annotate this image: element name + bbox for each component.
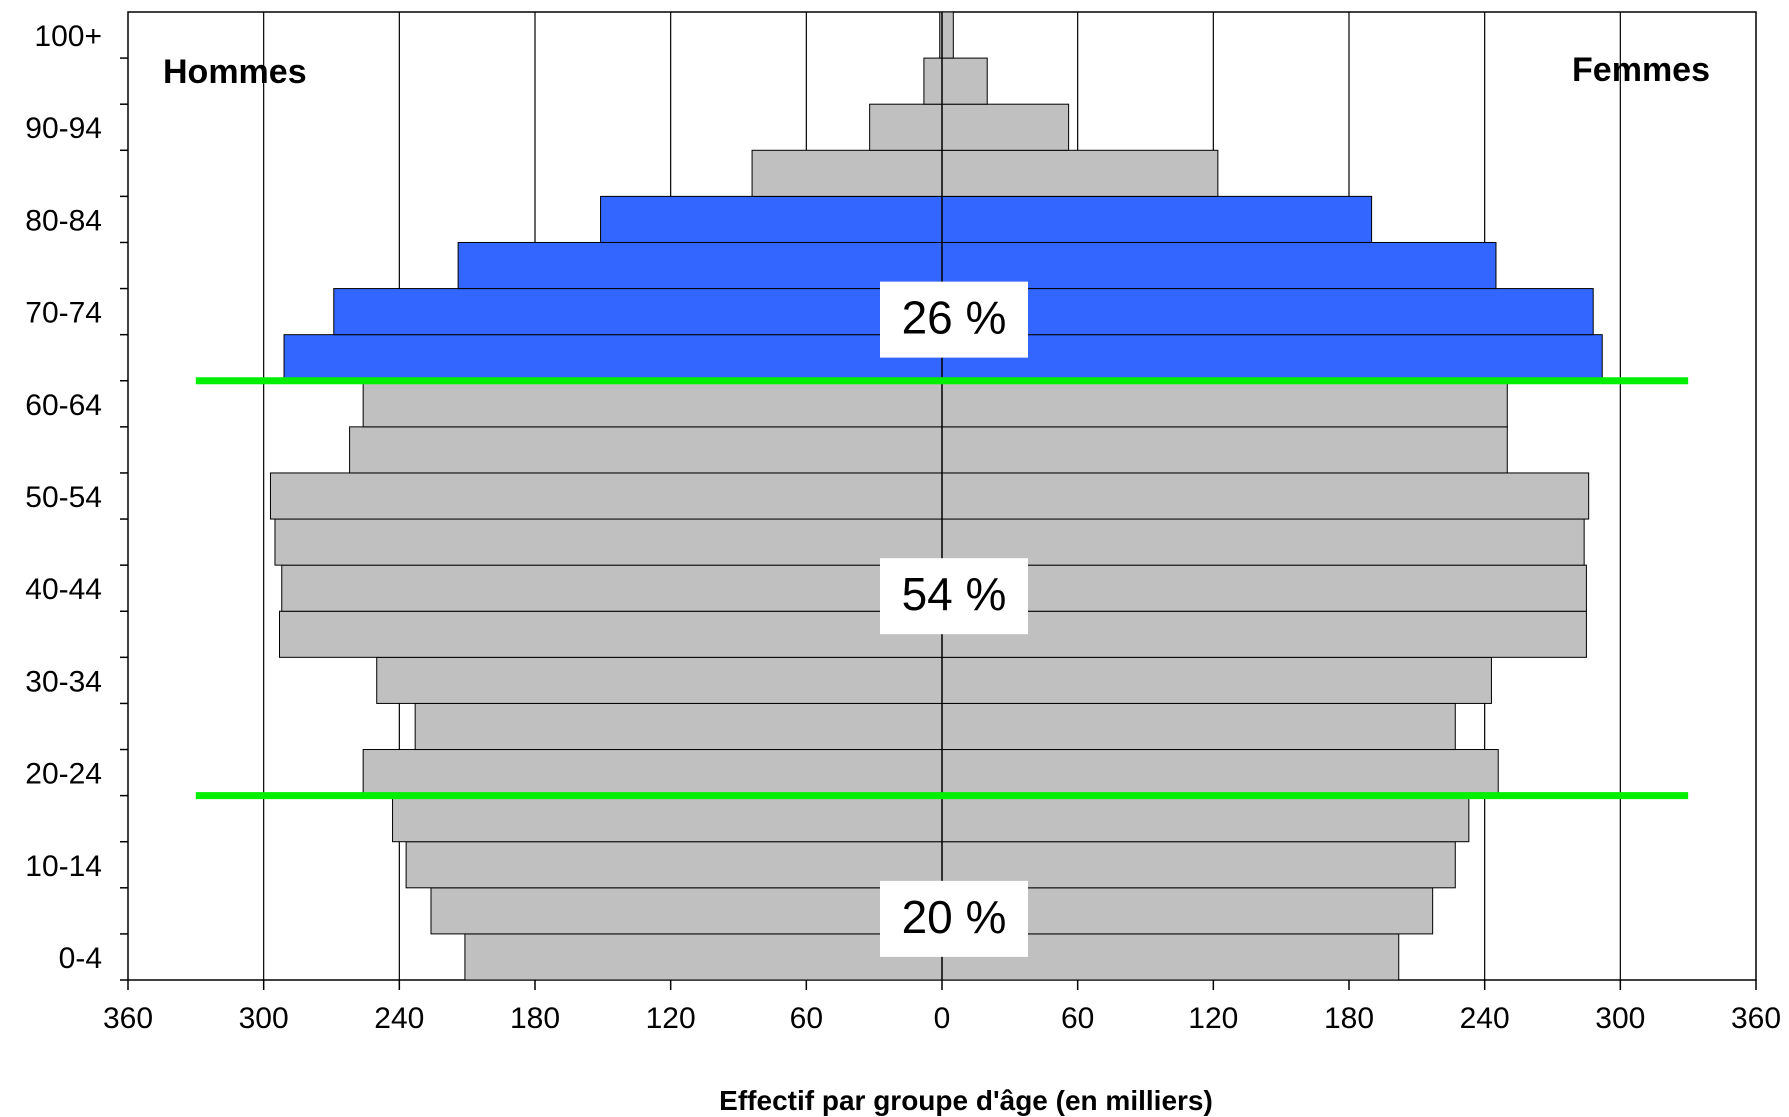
bar-femmes-70-74 xyxy=(941,288,1594,336)
bar-hommes-10-14 xyxy=(405,841,943,889)
y-tick-label-60-64: 60-64 xyxy=(25,389,102,422)
bar-hommes-25-29 xyxy=(414,702,943,751)
bar-hommes-75-79 xyxy=(457,241,943,290)
x-tick-label-10: 240 xyxy=(1460,1002,1510,1035)
y-tick-label-10-14: 10-14 xyxy=(25,850,102,883)
bar-femmes-45-49 xyxy=(941,518,1585,566)
bar-femmes-50-54 xyxy=(941,472,1590,520)
x-tick-label-9: 180 xyxy=(1324,1002,1374,1035)
annotation-label-0: 20 % xyxy=(902,891,1007,943)
bar-hommes-50-54 xyxy=(269,472,943,520)
y-tick-label-20-24: 20-24 xyxy=(25,758,102,791)
bar-femmes-75-79 xyxy=(941,241,1497,290)
bar-hommes-60-64 xyxy=(362,380,943,428)
bar-femmes-10-14 xyxy=(941,841,1456,889)
bar-hommes-70-74 xyxy=(333,288,943,336)
bar-femmes-85-89 xyxy=(941,149,1219,197)
x-tick-label-2: 240 xyxy=(374,1002,424,1035)
annotation-box-1 xyxy=(880,558,1028,635)
bar-hommes-65-69 xyxy=(283,334,943,382)
y-tick-label-40-44: 40-44 xyxy=(25,573,102,606)
annotation-box-0 xyxy=(880,880,1028,957)
x-tick-label-4: 120 xyxy=(646,1002,696,1035)
annotation-label-1: 54 % xyxy=(902,568,1007,620)
x-tick-label-3: 180 xyxy=(510,1002,560,1035)
series-label-femmes: Femmes xyxy=(1572,51,1710,89)
x-tick-label-8: 120 xyxy=(1188,1002,1238,1035)
bar-femmes-30-34 xyxy=(941,656,1492,704)
x-tick-label-5: 60 xyxy=(790,1002,823,1035)
y-tick-label-100+: 100+ xyxy=(34,20,102,53)
y-tick-label-0-4: 0-4 xyxy=(59,942,102,975)
bar-hommes-85-89 xyxy=(751,149,943,197)
x-tick-label-6: 0 xyxy=(934,1002,951,1035)
bar-femmes-65-69 xyxy=(941,334,1603,382)
annotation-box-2 xyxy=(880,281,1028,358)
bar-hommes-90-94 xyxy=(869,103,943,151)
axes: 360 300 240 180 120 60 0 60 120 180 240 300 3600-410… xyxy=(25,12,1781,1035)
bar-hommes-30-34 xyxy=(376,656,943,704)
bar-hommes-5-9 xyxy=(430,887,943,935)
x-tick-label-7: 60 xyxy=(1061,1002,1094,1035)
bar-femmes-100+ xyxy=(941,11,954,59)
bar-hommes-0-4 xyxy=(464,933,943,981)
x-tick-label-1: 300 xyxy=(239,1002,289,1035)
y-tick-label-80-84: 80-84 xyxy=(25,204,102,237)
bar-hommes-45-49 xyxy=(274,518,943,566)
bar-hommes-35-39 xyxy=(278,610,943,658)
bar-femmes-60-64 xyxy=(941,380,1508,428)
bar-hommes-95-99 xyxy=(923,57,943,105)
y-tick-label-70-74: 70-74 xyxy=(25,297,102,330)
bar-hommes-15-19 xyxy=(392,795,943,843)
x-tick-label-11: 300 xyxy=(1595,1002,1645,1035)
annotation-label-2: 26 % xyxy=(902,292,1007,344)
y-tick-label-90-94: 90-94 xyxy=(25,112,102,145)
bar-femmes-95-99 xyxy=(941,57,988,105)
bar-femmes-55-59 xyxy=(941,426,1508,474)
bar-hommes-40-44 xyxy=(281,564,943,612)
bar-hommes-20-24 xyxy=(362,749,943,797)
overlays: 20 % 54 % 26 % xyxy=(195,281,1689,957)
x-tick-label-12: 360 xyxy=(1731,1002,1781,1035)
x-tick-label-0: 360 xyxy=(103,1002,153,1035)
bar-femmes-20-24 xyxy=(941,749,1499,797)
bar-femmes-25-29 xyxy=(941,702,1456,751)
bar-femmes-35-39 xyxy=(941,610,1587,658)
bar-femmes-40-44 xyxy=(941,564,1587,612)
bars xyxy=(269,11,1603,981)
bar-hommes-55-59 xyxy=(349,426,943,474)
x-axis-label: Effectif par groupe d'âge (en milliers) xyxy=(719,1085,1213,1116)
y-tick-label-30-34: 30-34 xyxy=(25,665,102,698)
bar-femmes-90-94 xyxy=(941,103,1070,151)
bar-femmes-15-19 xyxy=(941,795,1470,843)
bar-femmes-80-84 xyxy=(941,195,1373,243)
series-label-hommes: Hommes xyxy=(163,53,307,91)
y-tick-label-50-54: 50-54 xyxy=(25,481,102,514)
bar-hommes-80-84 xyxy=(600,195,943,243)
